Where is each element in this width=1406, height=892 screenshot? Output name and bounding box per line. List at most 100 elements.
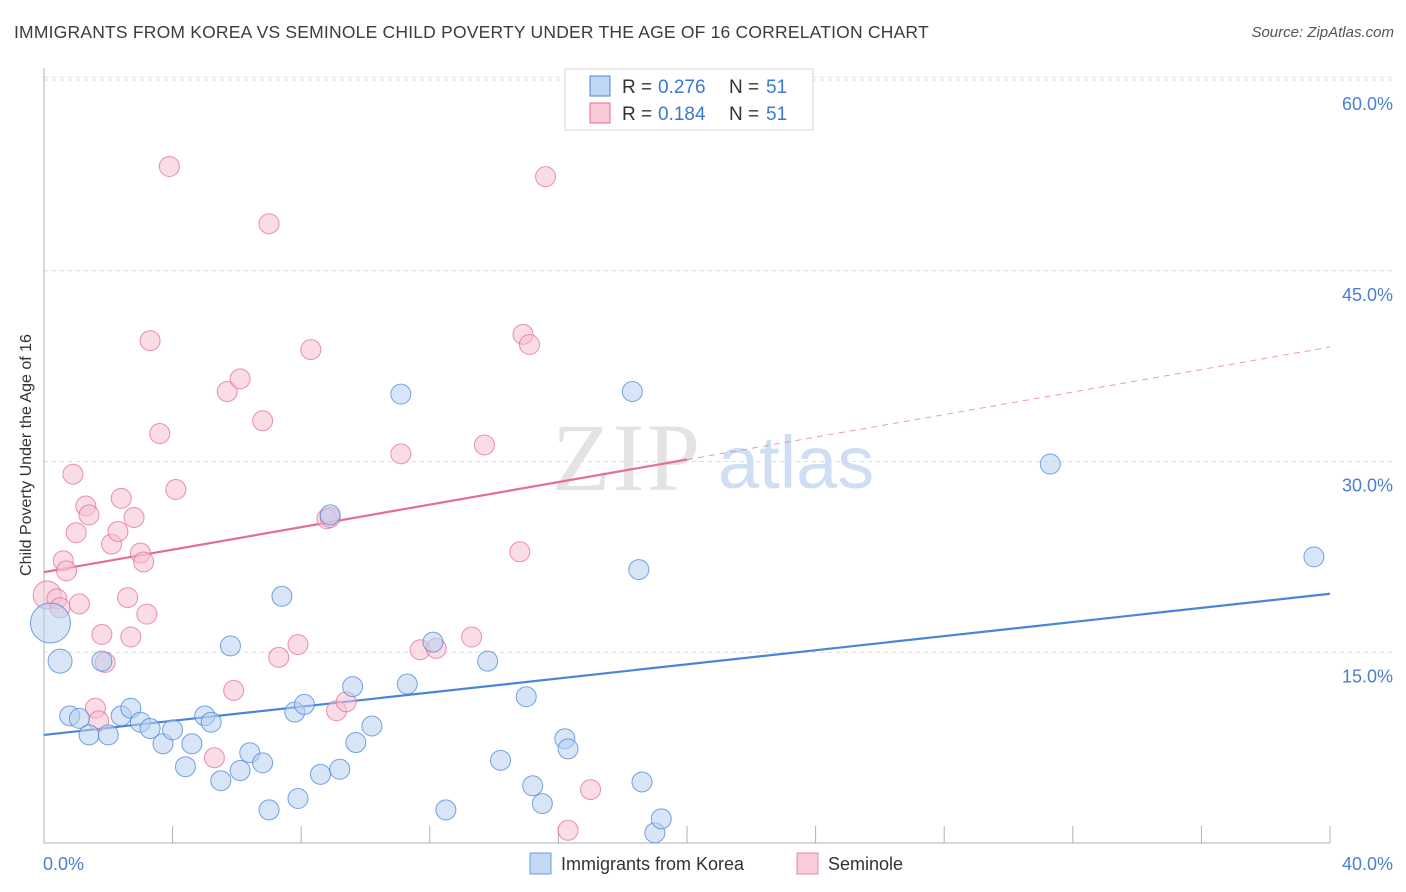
seminole-point bbox=[557, 819, 579, 841]
korea-point bbox=[345, 732, 367, 754]
korea-point bbox=[515, 686, 537, 708]
seminole-point bbox=[65, 522, 87, 544]
seminole-point bbox=[300, 339, 322, 361]
seminole-point bbox=[535, 166, 557, 188]
seminole-point bbox=[62, 463, 84, 485]
korea-point bbox=[396, 673, 418, 695]
seminole-point bbox=[223, 679, 245, 701]
seminole-point bbox=[91, 623, 113, 645]
seminole-point bbox=[461, 626, 483, 648]
y-tick-labels: 15.0% 30.0% 45.0% 60.0% bbox=[1342, 94, 1393, 686]
seminole-trend-line bbox=[43, 458, 688, 574]
korea-point bbox=[91, 650, 113, 672]
stats-legend: R = 0.276 N = 51 R = 0.184 N = 51 bbox=[564, 68, 814, 131]
data-points bbox=[29, 155, 1325, 844]
watermark-atlas: atlas bbox=[718, 421, 874, 504]
stats-legend-swatch bbox=[589, 102, 611, 124]
seminole-trend-line-extension bbox=[686, 346, 1331, 461]
seminole-point bbox=[123, 506, 145, 528]
korea-point bbox=[329, 758, 351, 780]
korea-point bbox=[435, 799, 457, 821]
stats-r-value: 0.276 bbox=[658, 77, 706, 98]
seminole-point bbox=[56, 560, 78, 582]
y-tick-label: 60.0% bbox=[1342, 94, 1393, 114]
korea-point bbox=[309, 763, 331, 785]
korea-point bbox=[68, 707, 90, 729]
seminole-point bbox=[216, 381, 238, 403]
seminole-point bbox=[149, 423, 171, 445]
korea-point bbox=[477, 650, 499, 672]
korea-point bbox=[293, 693, 315, 715]
seminole-point bbox=[473, 434, 495, 456]
seminole-point bbox=[229, 368, 251, 390]
stats-r-label: R = bbox=[622, 77, 652, 98]
korea-point bbox=[200, 711, 222, 733]
x-tick-label: 0.0% bbox=[43, 854, 84, 874]
korea-point bbox=[531, 793, 553, 815]
korea-point bbox=[219, 635, 241, 657]
korea-point bbox=[490, 749, 512, 771]
korea-point bbox=[557, 738, 579, 760]
series-legend-swatch bbox=[796, 852, 819, 875]
korea-point bbox=[1039, 453, 1061, 475]
stats-n-label: N = bbox=[729, 104, 759, 125]
gridlines bbox=[44, 76, 1393, 653]
seminole-point bbox=[203, 747, 225, 769]
seminole-point bbox=[158, 155, 180, 177]
series-legend-label: Seminole bbox=[828, 854, 903, 874]
y-tick-label: 15.0% bbox=[1342, 666, 1393, 686]
korea-point bbox=[390, 383, 412, 405]
korea-point bbox=[162, 719, 184, 741]
seminole-point bbox=[139, 330, 161, 352]
korea-point bbox=[650, 808, 672, 830]
korea-point bbox=[252, 752, 274, 774]
seminole-point bbox=[390, 443, 412, 465]
seminole-point bbox=[287, 634, 309, 656]
korea-point bbox=[139, 718, 161, 740]
y-tick-label: 30.0% bbox=[1342, 476, 1393, 496]
korea-point bbox=[361, 715, 383, 737]
seminole-point bbox=[68, 593, 90, 615]
seminole-point bbox=[133, 551, 155, 573]
series-legend-swatch bbox=[529, 852, 552, 875]
stats-n-value: 51 bbox=[766, 104, 787, 125]
watermark: ZIP atlas bbox=[552, 404, 874, 511]
seminole-point bbox=[117, 587, 139, 609]
korea-point bbox=[258, 799, 280, 821]
x-tick-label: 40.0% bbox=[1342, 854, 1393, 874]
series-legend-label: Immigrants from Korea bbox=[561, 854, 745, 874]
korea-point bbox=[210, 770, 232, 792]
seminole-point bbox=[268, 646, 290, 668]
korea-point bbox=[319, 504, 341, 526]
korea-point bbox=[97, 724, 119, 746]
korea-point bbox=[174, 756, 196, 778]
seminole-point bbox=[165, 478, 187, 500]
seminole-point bbox=[78, 504, 100, 526]
korea-point bbox=[181, 733, 203, 755]
korea-point bbox=[229, 760, 251, 782]
korea-point bbox=[628, 559, 650, 581]
korea-point bbox=[47, 648, 73, 674]
series-legend: Immigrants from Korea Seminole bbox=[529, 852, 903, 875]
seminole-point bbox=[107, 520, 129, 542]
watermark-zip: ZIP bbox=[552, 404, 702, 511]
korea-point bbox=[522, 775, 544, 797]
seminole-point bbox=[110, 487, 132, 509]
trend-lines bbox=[43, 346, 1331, 737]
korea-point bbox=[621, 381, 643, 403]
stats-r-label: R = bbox=[622, 104, 652, 125]
chart-title: IMMIGRANTS FROM KOREA VS SEMINOLE CHILD … bbox=[14, 22, 929, 42]
seminole-point bbox=[258, 213, 280, 235]
chart-source: Source: ZipAtlas.com bbox=[1251, 24, 1394, 41]
stats-n-label: N = bbox=[729, 77, 759, 98]
y-tick-label: 45.0% bbox=[1342, 285, 1393, 305]
korea-point bbox=[631, 771, 653, 793]
seminole-point bbox=[580, 779, 602, 801]
seminole-point bbox=[136, 603, 158, 625]
seminole-point bbox=[518, 334, 540, 356]
korea-point bbox=[342, 676, 364, 698]
stats-legend-swatch bbox=[589, 75, 611, 97]
korea-point bbox=[287, 787, 309, 809]
korea-point bbox=[422, 631, 444, 653]
